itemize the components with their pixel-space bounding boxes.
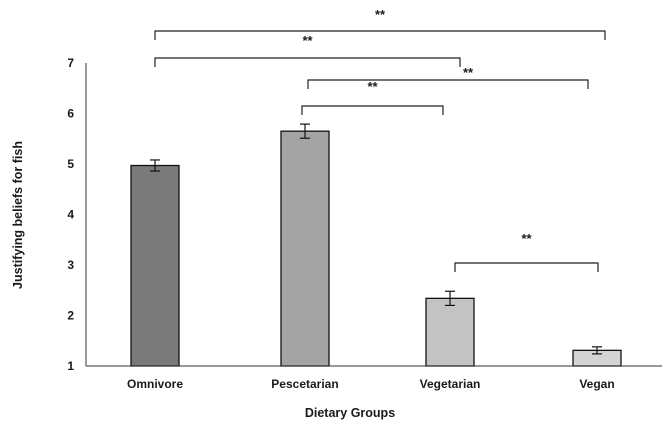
x-category-label: Vegetarian	[420, 377, 481, 391]
significance-label: **	[521, 231, 532, 246]
y-tick-label: 5	[67, 157, 74, 171]
significance-bracket	[301, 105, 444, 115]
x-category-labels: Omnivore Pescetarian Vegetarian Vegan	[127, 377, 615, 391]
axes-group	[85, 63, 662, 367]
y-tick-label: 4	[67, 208, 74, 222]
significance-label: **	[367, 79, 378, 94]
y-tick-label: 6	[67, 107, 74, 121]
significance-label: **	[375, 7, 386, 22]
y-tick-label: 3	[67, 258, 74, 272]
bar-vegetarian	[425, 297, 475, 367]
x-category-label: Pescetarian	[271, 377, 338, 391]
significance-bracket	[454, 262, 599, 272]
y-axis-title: Justifying beliefs for fish	[11, 141, 25, 289]
y-tick-label: 1	[67, 359, 74, 373]
y-tick-labels: 1 2 3 4 5 6 7	[67, 56, 74, 373]
significance-brackets: ** ** ** ** **	[154, 7, 606, 272]
significance-bracket	[307, 79, 589, 89]
x-axis-title: Dietary Groups	[305, 406, 395, 420]
significance-label: **	[302, 33, 313, 48]
y-tick-label: 7	[67, 56, 74, 70]
significance-bracket	[154, 57, 461, 67]
bars-group	[130, 123, 622, 367]
significance-bracket	[154, 30, 606, 40]
y-tick-label: 2	[67, 309, 74, 323]
bar-pescetarian	[280, 130, 330, 367]
x-category-label: Vegan	[579, 377, 614, 391]
bar-omnivore	[130, 164, 180, 367]
x-category-label: Omnivore	[127, 377, 183, 391]
significance-label: **	[463, 65, 474, 80]
